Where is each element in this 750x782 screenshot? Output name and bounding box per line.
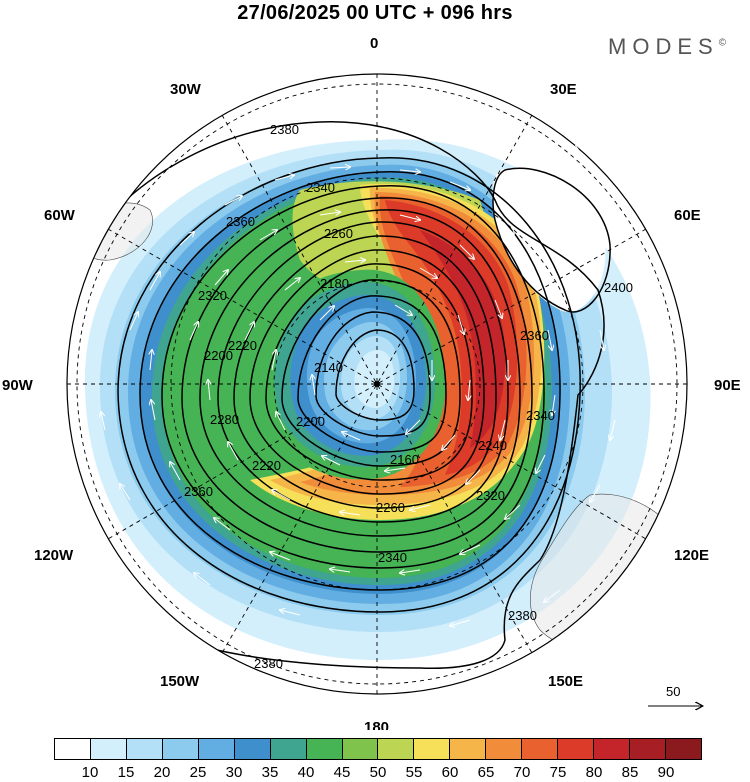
contour-label: 2360 <box>520 328 549 343</box>
colorbar-tick-label: 80 <box>585 764 603 781</box>
colorbar-bin <box>630 739 666 759</box>
contour-label: 2200 <box>204 348 233 363</box>
shade-white-patch <box>492 168 606 312</box>
contour-2340 <box>139 171 561 591</box>
contour-label: 2240 <box>478 438 507 453</box>
colorbar-bin <box>450 739 487 759</box>
colorbar-bin <box>126 739 163 759</box>
land-new-zealand <box>439 687 479 694</box>
contour-2240 <box>233 235 497 509</box>
contour-label: 2200 <box>296 414 325 429</box>
colorbar-bin <box>342 739 379 759</box>
lon-label-180: 180 <box>364 719 389 730</box>
colorbar-bin <box>198 739 235 759</box>
contour-2380-outer <box>84 121 605 669</box>
contour-2220 <box>249 249 485 495</box>
colorbar-bin <box>378 739 415 759</box>
contour-label: 2360 <box>184 484 213 499</box>
lon-label-150e: 150E <box>548 673 583 690</box>
colorbar-tick-label: 35 <box>261 764 279 781</box>
longitude-labels: 0 30E 60E 90E 120E 150E 180 150W 120W 90… <box>2 35 741 730</box>
colorbar-tick-label: 70 <box>513 764 531 781</box>
colorbar-bin <box>270 739 307 759</box>
lon-label-60w: 60W <box>44 207 76 224</box>
colorbar-bin <box>90 739 127 759</box>
contour-label: 2320 <box>198 288 227 303</box>
contour-label: 2380 <box>270 122 299 137</box>
contour-label: 2160 <box>390 452 419 467</box>
lon-label-30e: 30E <box>550 81 577 98</box>
contour-label: 2280 <box>210 412 239 427</box>
wind-vectors <box>94 124 640 626</box>
map-title: 27/06/2025 00 UTC + 096 hrs <box>237 2 513 24</box>
map-boundary <box>66 73 688 695</box>
brand-mark: © <box>718 37 727 49</box>
contour-2260 <box>217 221 509 523</box>
lon-label-90w: 90W <box>2 377 34 394</box>
colorbar-tick-label: 30 <box>225 764 243 781</box>
contour-2140 <box>315 311 431 437</box>
colorbar-bin <box>414 739 451 759</box>
contour-label: 2380 <box>254 656 283 671</box>
contour-label: 2340 <box>306 180 335 195</box>
reference-vector: 50 <box>646 684 706 714</box>
reference-arrow-icon <box>648 701 705 711</box>
lon-label-90e: 90E <box>714 377 741 394</box>
colorbar-tick-label: 55 <box>405 764 423 781</box>
contour-label: 2140 <box>314 360 343 375</box>
contour-label: 2400 <box>604 280 633 295</box>
colorbar-bin <box>558 739 595 759</box>
lon-label-120e: 120E <box>674 547 709 564</box>
lon-label-0: 0 <box>370 35 378 52</box>
colorbar-tick-label: 20 <box>153 764 171 781</box>
modes-logo: MODES© <box>608 34 726 60</box>
contour-2280 <box>199 209 521 537</box>
colorbar-bin <box>665 739 701 759</box>
colorbar-tick-label: 65 <box>477 764 495 781</box>
colorbar-tick-label: 75 <box>549 764 567 781</box>
reference-vector-label: 50 <box>666 684 681 699</box>
pole-marker <box>374 381 380 387</box>
contour-label: 2220 <box>228 338 257 353</box>
contour-label: 2260 <box>376 500 405 515</box>
colorbar-bin <box>594 739 630 759</box>
colorbar-tick-label: 40 <box>297 764 315 781</box>
colorbar-tick-label: 50 <box>369 764 387 781</box>
lon-label-60e: 60E <box>674 207 701 224</box>
contour-label: 2340 <box>526 408 555 423</box>
contour-2180 <box>281 279 461 467</box>
colorbar-bin <box>162 739 199 759</box>
contour-label: 2180 <box>320 276 349 291</box>
brand-text: MODES <box>608 34 719 59</box>
colorbar-tick-label: 10 <box>81 764 99 781</box>
contour-label: 2220 <box>252 458 281 473</box>
colorbar-tick-label: 85 <box>621 764 639 781</box>
lon-label-120w: 120W <box>34 547 74 564</box>
colorbar <box>54 738 702 760</box>
colorbar-bin <box>486 739 523 759</box>
colorbar-tick-label: 45 <box>333 764 351 781</box>
contour-2320 <box>161 185 545 569</box>
contour-label: 2360 <box>226 214 255 229</box>
contour-2160 <box>297 295 447 453</box>
colorbar-bin <box>234 739 271 759</box>
contour-label: 2260 <box>324 226 353 241</box>
lon-label-30w: 30W <box>170 81 202 98</box>
colorbar-tick-label: 25 <box>189 764 207 781</box>
colorbar-tick-label: 15 <box>117 764 135 781</box>
colorbar-tick-label: 60 <box>441 764 459 781</box>
contour-label: 2380 <box>508 608 537 623</box>
contour-label-group: 2380 2340 2360 2260 2320 2180 2140 2200 … <box>184 122 633 671</box>
colorbar-bin <box>55 739 91 759</box>
polar-map: 2380 2340 2360 2260 2320 2180 2140 2200 … <box>2 35 741 730</box>
colorbar-ticks: 10 15 20 25 30 35 40 45 50 55 60 65 70 75 80 85 90 <box>54 762 702 781</box>
colorbar-tick-label: 90 <box>657 764 675 781</box>
lon-label-150w: 150W <box>160 673 200 690</box>
contour-2300 <box>181 197 533 553</box>
contour-label: 2320 <box>476 488 505 503</box>
colorbar-bin <box>306 739 343 759</box>
colorbar-bin <box>522 739 559 759</box>
contour-2120 <box>335 329 415 421</box>
contour-label: 2340 <box>378 550 407 565</box>
